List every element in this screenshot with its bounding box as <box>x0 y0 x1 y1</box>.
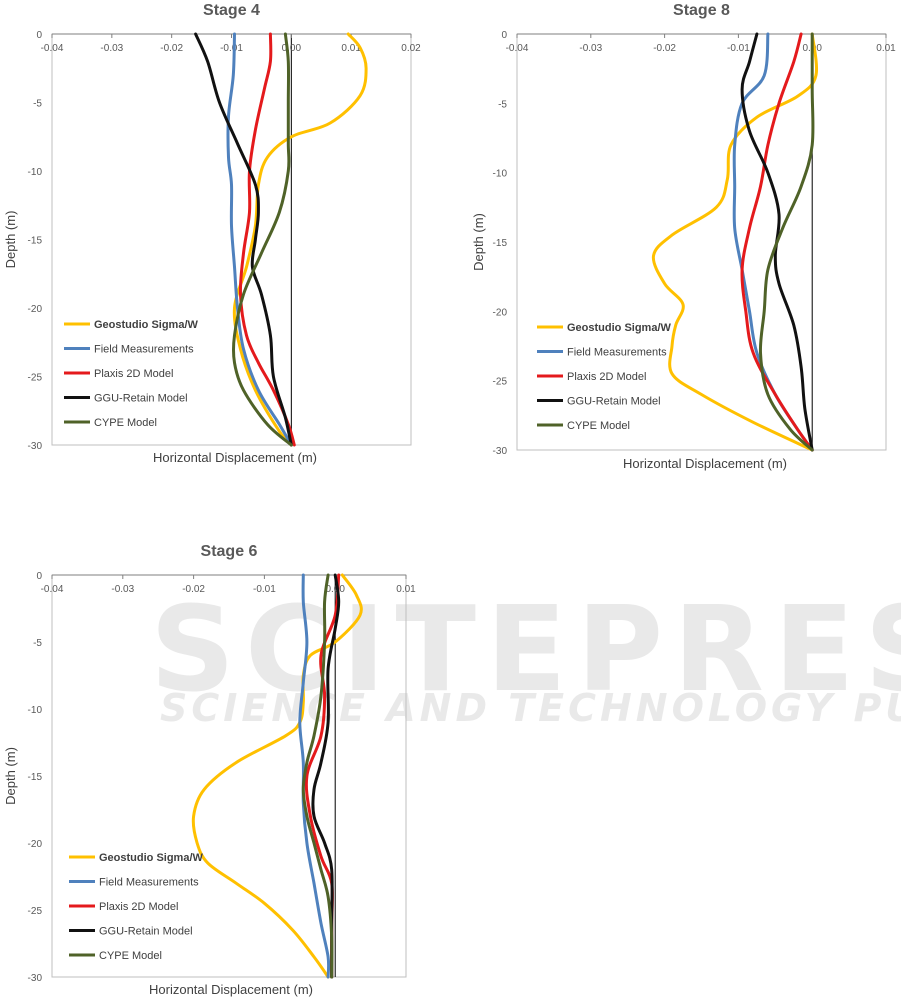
y-tick-label: -25 <box>28 373 43 384</box>
x-axis-label: Horizontal Displacement (m) <box>623 456 787 471</box>
chart-stage-4: Stage 4 -0.04 -0.03 -0.02 -0.01 0.00 0.01 0.02 0… <box>3 2 421 465</box>
legend-label-field-measurements: Field Measurements <box>567 347 667 359</box>
x-tick-label: -0.03 <box>579 43 602 54</box>
series-line-plaxis-2d-model <box>740 32 814 452</box>
series-line-ggu-retain-model <box>194 32 293 447</box>
y-tick-label: -25 <box>493 377 508 388</box>
y-tick-label: -30 <box>28 973 43 984</box>
y-tick-label: -10 <box>28 167 43 178</box>
chart-stage-8: Stage 8-0.04 -0.03 -0.02 -0.01 0.00 0.010-5-1… <box>471 2 896 471</box>
x-tick-label: 0.00 <box>282 43 302 54</box>
series-line-ggu-retain-model <box>740 32 814 452</box>
x-axis-label: Horizontal Displacement (m) <box>153 450 317 465</box>
legend-label-ggu-retain-model: GGU-Retain Model <box>99 926 193 938</box>
series-line-cype-model <box>758 32 815 452</box>
y-tick-label: -10 <box>493 169 508 180</box>
plot-frame <box>516 33 887 451</box>
x-tick-label: -0.04 <box>506 43 529 54</box>
y-tick-label: -10 <box>28 705 43 716</box>
x-tick-label: -0.04 <box>41 43 64 54</box>
x-tick-label: -0.03 <box>100 43 123 54</box>
legend-label-geostudio-sigma-w: Geostudio Sigma/W <box>94 319 199 331</box>
legend-label-cype-model: CYPE Model <box>99 950 162 962</box>
legend-label-cype-model: CYPE Model <box>567 420 630 432</box>
series-line-geostudio-sigma-w <box>651 32 818 452</box>
x-tick-label: 0.02 <box>401 43 421 54</box>
y-tick-label: -30 <box>28 441 43 452</box>
chart-title: Stage 6 <box>201 543 258 560</box>
x-tick-label: -0.01 <box>220 43 243 54</box>
legend-label-ggu-retain-model: GGU-Retain Model <box>94 393 188 405</box>
y-tick-label: -5 <box>498 99 507 110</box>
series-line-cype-model <box>301 573 334 979</box>
y-tick-label: 0 <box>36 571 42 582</box>
y-axis-label: Depth (m) <box>3 747 18 805</box>
series-line-geostudio-sigma-w <box>191 573 363 979</box>
series-line-ggu-retain-model <box>311 573 341 979</box>
x-tick-label: -0.03 <box>111 584 134 595</box>
x-tick-label: 0.01 <box>341 43 361 54</box>
y-tick-label: -15 <box>28 772 43 783</box>
chart-title: Stage 4 <box>203 2 260 19</box>
y-tick-label: -20 <box>28 839 43 850</box>
x-axis-label: Horizontal Displacement (m) <box>149 982 313 997</box>
x-tick-label: -0.02 <box>653 43 676 54</box>
x-tick-label: 0.01 <box>876 43 896 54</box>
y-tick-label: -5 <box>33 99 42 110</box>
y-tick-label: -15 <box>28 236 43 247</box>
plot-frame <box>51 574 407 978</box>
legend-label-geostudio-sigma-w: Geostudio Sigma/W <box>567 322 672 334</box>
legend-label-plaxis-2d-model: Plaxis 2D Model <box>94 368 173 380</box>
series-line-geostudio-sigma-w <box>232 32 368 447</box>
y-tick-label: -15 <box>493 238 508 249</box>
x-tick-label: -0.04 <box>41 584 64 595</box>
y-axis-label: Depth (m) <box>471 213 486 271</box>
chart-stage-6: Stage 6 -0.04 -0.03 -0.02 -0.01 0.00 0.01 0 -5 -1… <box>3 543 416 997</box>
y-tick-label: -20 <box>28 304 43 315</box>
series-line-plaxis-2d-model <box>238 32 296 447</box>
x-tick-label: -0.02 <box>182 584 205 595</box>
y-tick-label: 0 <box>501 30 507 41</box>
legend-label-plaxis-2d-model: Plaxis 2D Model <box>99 901 178 913</box>
legend-label-cype-model: CYPE Model <box>94 417 157 429</box>
y-axis-label: Depth (m) <box>3 211 18 269</box>
series-line-cype-model <box>231 32 293 447</box>
y-tick-label: 0 <box>36 30 42 41</box>
y-tick-label: -30 <box>493 446 508 457</box>
x-tick-label: 0.01 <box>396 584 416 595</box>
x-tick-label: -0.01 <box>727 43 750 54</box>
x-tick-label: -0.02 <box>160 43 183 54</box>
y-tick-label: -20 <box>493 307 508 318</box>
x-tick-label: 0.00 <box>325 584 345 595</box>
legend-label-plaxis-2d-model: Plaxis 2D Model <box>567 371 646 383</box>
series-line-field-measurements <box>226 32 293 447</box>
x-tick-label: -0.01 <box>253 584 276 595</box>
y-tick-label: -25 <box>28 906 43 917</box>
legend-label-ggu-retain-model: GGU-Retain Model <box>567 396 661 408</box>
chart-title: Stage 8 <box>673 2 730 19</box>
legend-label-field-measurements: Field Measurements <box>94 344 194 356</box>
legend-label-field-measurements: Field Measurements <box>99 877 199 889</box>
y-tick-label: -5 <box>33 638 42 649</box>
legend-label-geostudio-sigma-w: Geostudio Sigma/W <box>99 852 204 864</box>
